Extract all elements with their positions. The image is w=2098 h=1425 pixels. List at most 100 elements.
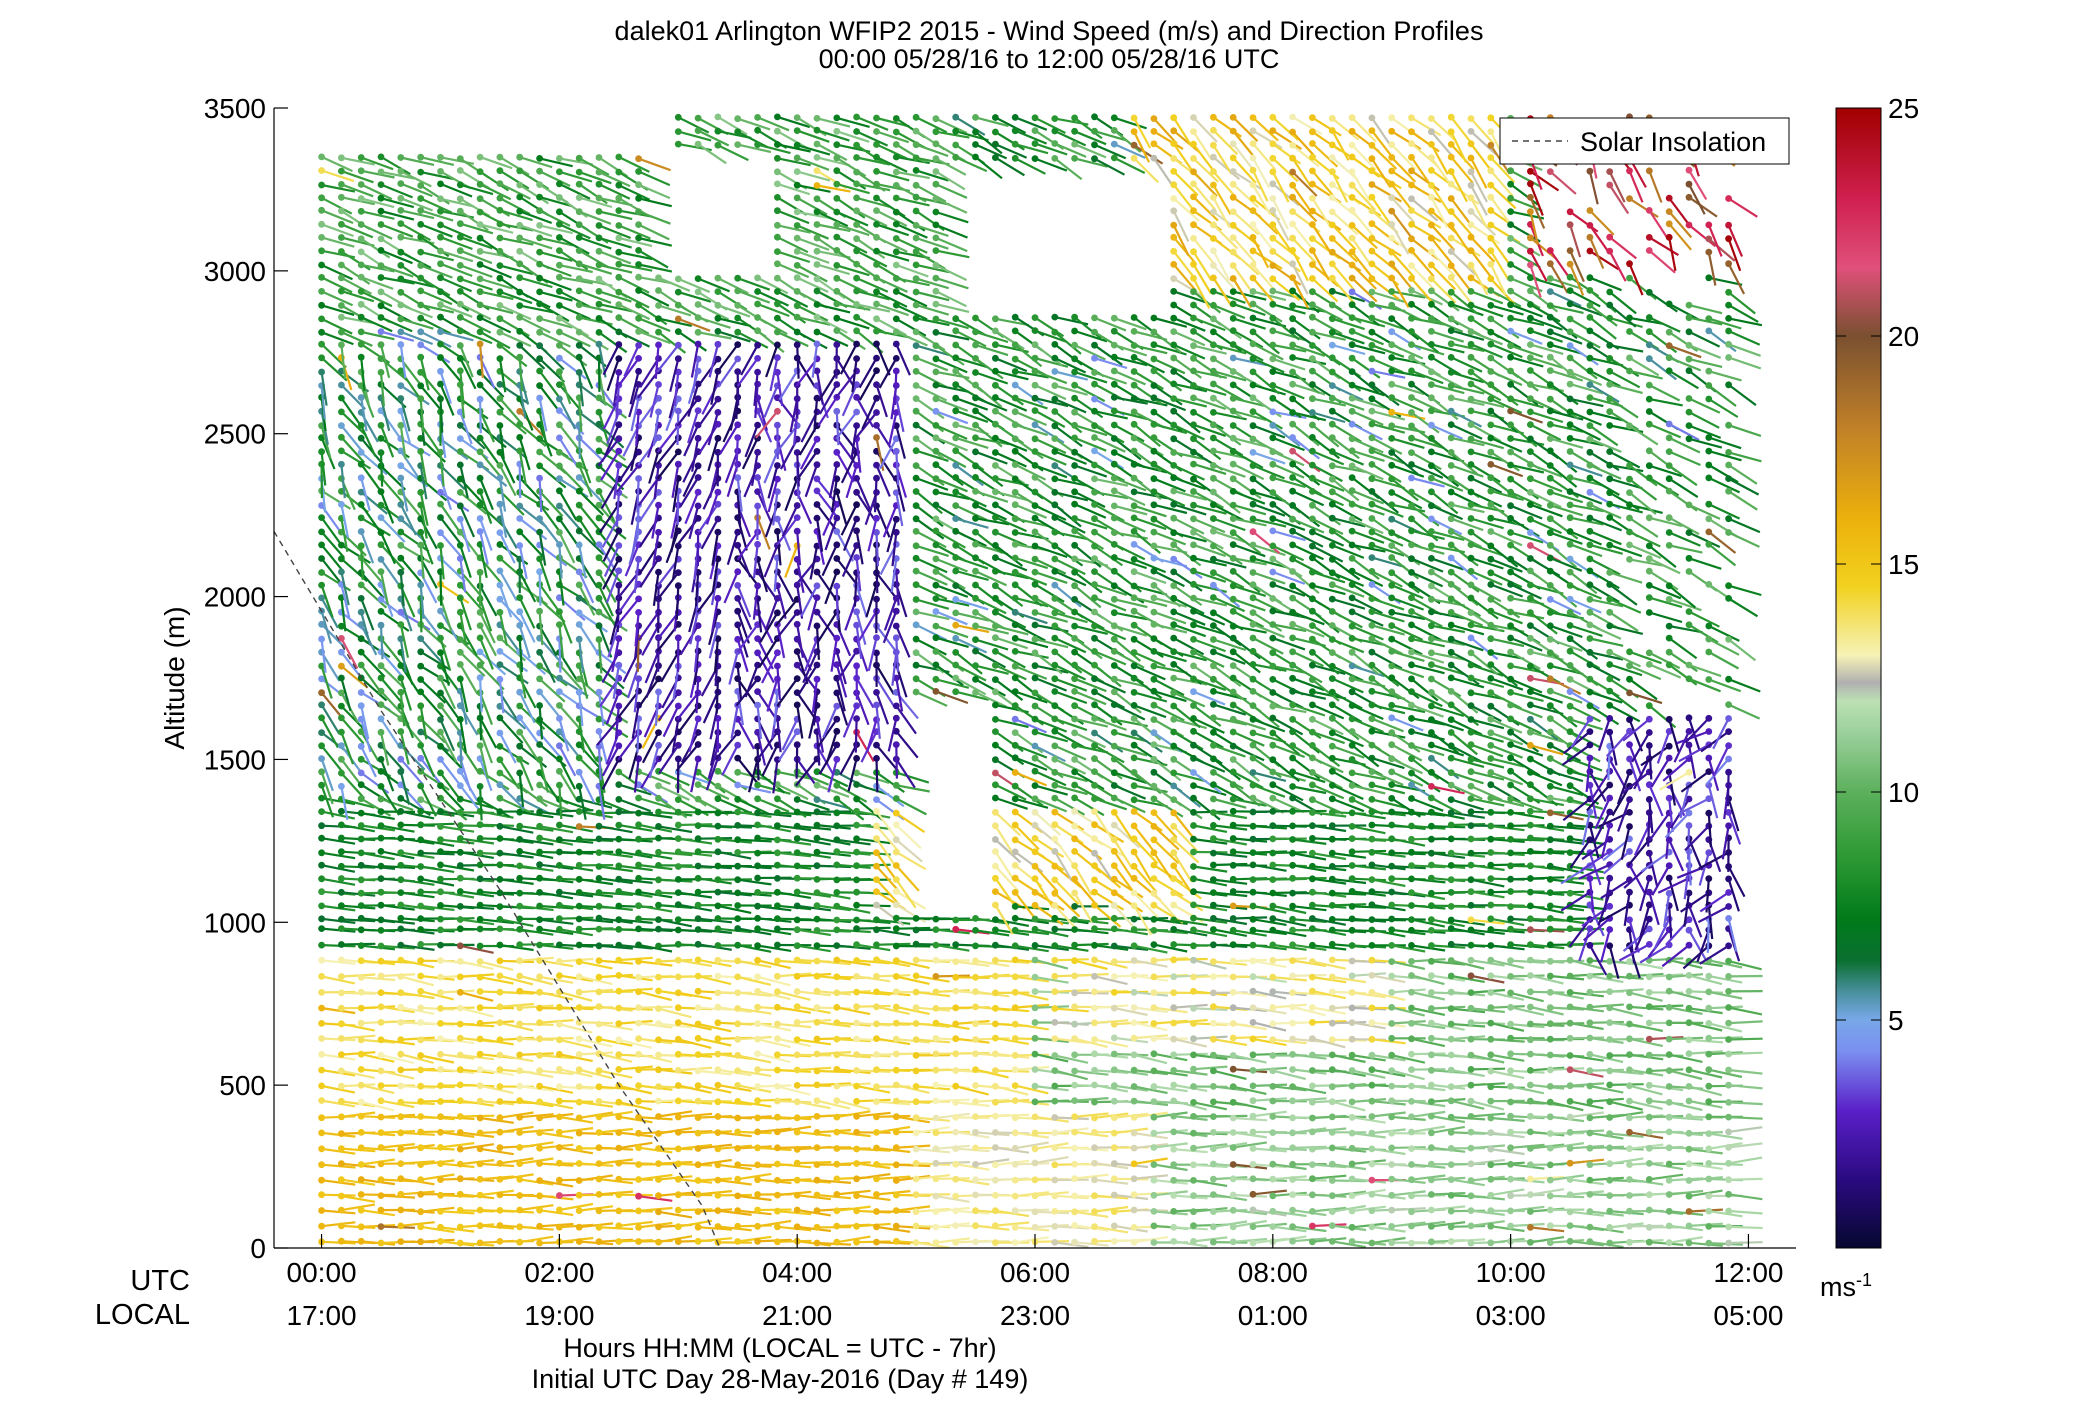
- wind-barb-dot: [397, 768, 404, 775]
- wind-barb-dot: [635, 168, 642, 175]
- wind-barb-dot: [596, 1003, 603, 1010]
- wind-barb-dot: [457, 234, 464, 241]
- wind-barb-dot: [675, 1146, 682, 1153]
- wind-barb-dot: [635, 609, 642, 616]
- wind-barb-dot: [695, 809, 702, 816]
- wind-barb-dot: [437, 989, 444, 996]
- wind-barb-dot: [675, 1036, 682, 1043]
- wind-barb-dot: [596, 222, 603, 229]
- wind-barb-dot: [417, 1037, 424, 1044]
- wind-barb-dot: [437, 756, 444, 763]
- wind-barb-dot: [556, 862, 563, 869]
- wind-barb-dot: [338, 302, 345, 309]
- wind-barb-dot: [378, 1097, 385, 1104]
- wind-barb-dot: [477, 1115, 484, 1122]
- wind-barb-dot: [516, 809, 523, 816]
- wind-barb-dot: [338, 1193, 345, 1200]
- wind-barb-dot: [596, 728, 603, 735]
- wind-barb-dot: [477, 435, 484, 442]
- wind-barb-dot: [536, 849, 543, 856]
- wind-barb-dot: [497, 1176, 504, 1183]
- wind-barb-dot: [417, 783, 424, 790]
- wind-barb-dot: [536, 795, 543, 802]
- wind-barb-dot: [536, 342, 543, 349]
- wind-barb-dot: [318, 1191, 325, 1198]
- wind-barb-dot: [437, 234, 444, 241]
- wind-barb-dot: [675, 889, 682, 896]
- wind-barb-dot: [715, 957, 722, 964]
- wind-barb-dot: [417, 836, 424, 843]
- wind-barb-dot: [596, 181, 603, 188]
- wind-barb-dot: [516, 622, 523, 629]
- wind-barb-dot: [596, 488, 603, 495]
- wind-barb-dot: [318, 755, 325, 762]
- wind-barb-dot: [675, 941, 682, 948]
- wind-barb-dot: [695, 781, 702, 788]
- wind-barb-dot: [457, 422, 464, 429]
- wind-barb-dot: [497, 1129, 504, 1136]
- wind-barb-dot: [516, 1067, 523, 1074]
- wind-barb-dot: [536, 1067, 543, 1074]
- wind-barb-dot: [437, 274, 444, 281]
- wind-barb-dot: [397, 973, 404, 980]
- wind-barb-dot: [536, 222, 543, 229]
- wind-barb-dot: [695, 289, 702, 296]
- wind-barb-dot: [615, 582, 622, 589]
- wind-barb-dot: [338, 221, 345, 228]
- wind-barb-dot: [615, 421, 622, 428]
- wind-barb-dot: [437, 1238, 444, 1245]
- wind-barb-dot: [596, 262, 603, 269]
- wind-barb-dot: [596, 1036, 603, 1043]
- wind-barb-dot: [457, 1082, 464, 1089]
- wind-barb-dot: [536, 1019, 543, 1026]
- wind-barb-dot: [397, 1223, 404, 1230]
- wind-barb-dot: [655, 926, 662, 933]
- wind-barb-dot: [477, 1051, 484, 1058]
- wind-barb-dot: [497, 275, 504, 282]
- wind-barb-dot: [338, 1238, 345, 1245]
- wind-barb-dot: [635, 1144, 642, 1151]
- wind-barb-dot: [516, 1144, 523, 1151]
- wind-barb-dot: [596, 957, 603, 964]
- wind-barb-dot: [417, 988, 424, 995]
- wind-barb-dot: [417, 182, 424, 189]
- wind-barb-dot: [655, 1098, 662, 1105]
- wind-barb-dot: [715, 275, 722, 282]
- wind-barb-dot: [615, 329, 622, 336]
- wind-barb-dot: [397, 621, 404, 628]
- wind-barb-dot: [615, 169, 622, 176]
- wind-barb-dot: [378, 181, 385, 188]
- wind-barb-dot: [457, 916, 464, 923]
- wind-barb-dot: [437, 301, 444, 308]
- wind-barb-dot: [497, 1238, 504, 1245]
- wind-barb-dot: [556, 516, 563, 523]
- wind-barb-dot: [615, 662, 622, 669]
- wind-barb-dot: [338, 168, 345, 175]
- wind-barb-dot: [695, 863, 702, 870]
- wind-barb-dot: [596, 341, 603, 348]
- wind-barb-dot: [715, 529, 722, 536]
- wind-barb-dot: [715, 114, 722, 121]
- wind-barb-dot: [457, 676, 464, 683]
- wind-barb-dot: [437, 957, 444, 964]
- wind-barb-dot: [516, 1207, 523, 1214]
- wind-barb-dot: [596, 675, 603, 682]
- wind-barb-dot: [695, 1051, 702, 1058]
- wind-barb-dot: [497, 958, 504, 965]
- wind-barb-dot: [596, 989, 603, 996]
- wind-barb-dot: [615, 1051, 622, 1058]
- wind-barb-dot: [397, 808, 404, 815]
- wind-barb-dot: [635, 355, 642, 362]
- wind-barb-dot: [516, 314, 523, 321]
- wind-barb-dot: [417, 1005, 424, 1012]
- wind-barb-dot: [457, 247, 464, 254]
- wind-barb-dot: [655, 876, 662, 883]
- wind-barb-dot: [655, 329, 662, 336]
- wind-barb-dot: [417, 850, 424, 857]
- wind-barb-dot: [417, 808, 424, 815]
- wind-barb-dot: [536, 1129, 543, 1136]
- wind-barb-dot: [358, 926, 365, 933]
- wind-barb-dot: [695, 1130, 702, 1137]
- wind-barb-dot: [576, 1066, 583, 1073]
- wind-barb-dot: [338, 1035, 345, 1042]
